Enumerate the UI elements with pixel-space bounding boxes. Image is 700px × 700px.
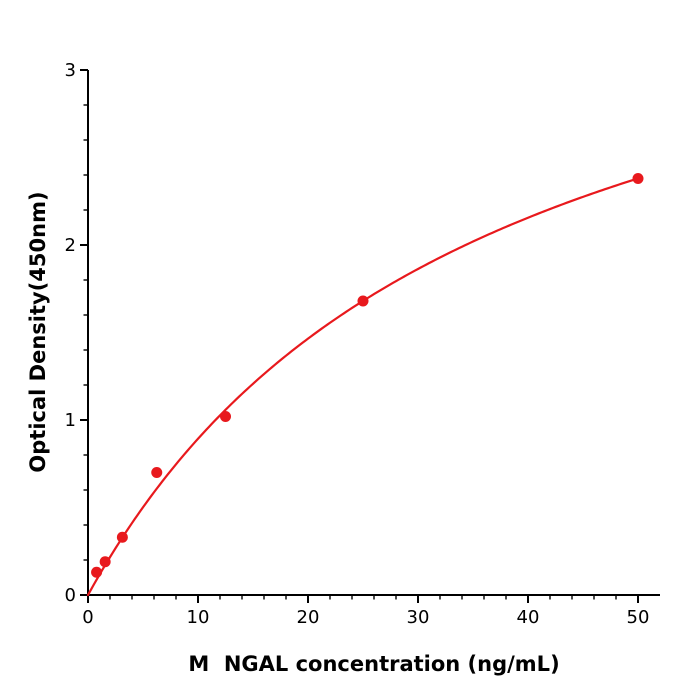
- x-tick-label: 10: [187, 607, 210, 628]
- data-point: [99, 556, 111, 568]
- x-axis-label: M NGAL concentration (ng/mL): [188, 652, 560, 676]
- data-point: [116, 531, 128, 543]
- y-tick-label: 2: [65, 235, 76, 256]
- x-tick-label: 0: [82, 607, 93, 628]
- x-tick-label: 20: [297, 607, 320, 628]
- y-tick-label: 0: [65, 585, 76, 606]
- data-point: [91, 566, 103, 578]
- x-tick-label: 50: [627, 607, 650, 628]
- y-tick-label: 1: [65, 410, 76, 431]
- x-tick-label: 40: [517, 607, 540, 628]
- data-point: [220, 411, 231, 422]
- x-tick-label: 30: [407, 607, 430, 628]
- data-point: [151, 467, 163, 478]
- data-point: [632, 173, 644, 184]
- standard-curve-line: [86, 177, 640, 597]
- y-tick-label: 3: [65, 60, 76, 81]
- data-point: [357, 295, 369, 307]
- y-axis-label: Optical Density(450nm): [26, 191, 50, 473]
